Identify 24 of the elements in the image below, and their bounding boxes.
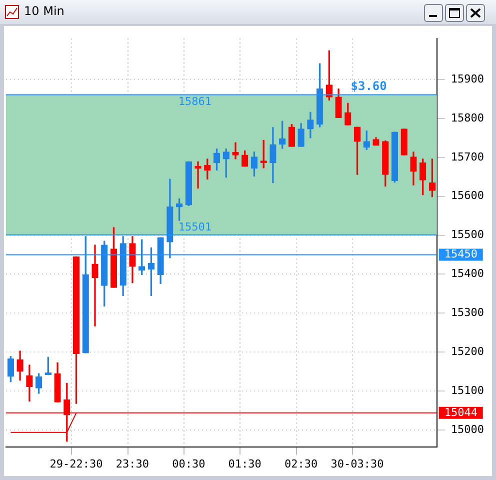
y-tick-label: 15700 <box>450 150 484 164</box>
x-tick-label: 23:30 <box>116 457 150 470</box>
ref-line-label: 15044 <box>444 406 478 419</box>
y-tick-label: 15000 <box>450 422 484 436</box>
annotation: 15861 <box>178 95 212 108</box>
x-tick-label: 02:30 <box>284 457 318 470</box>
band-label: $3.60 <box>350 78 387 93</box>
y-tick-label: 15900 <box>450 72 484 86</box>
x-tick-label: 29-22:30 <box>50 457 103 470</box>
x-tick-label: 00:30 <box>172 457 206 470</box>
ref-line-label: 15450 <box>444 248 478 261</box>
y-tick-label: 15600 <box>450 189 484 202</box>
x-tick-label: 01:30 <box>228 457 262 470</box>
y-tick-label: 15500 <box>450 228 484 242</box>
y-tick-label: 15200 <box>450 345 484 358</box>
candlestick <box>92 244 98 326</box>
candlestick <box>232 142 239 160</box>
y-tick-label: 15100 <box>450 384 484 397</box>
annotation: 15501 <box>178 220 212 234</box>
y-tick-label: 15400 <box>450 267 484 280</box>
y-tick-label: 15300 <box>450 306 484 320</box>
y-tick-label: 15800 <box>450 111 484 124</box>
chart-title: 10 Min <box>24 4 64 18</box>
x-tick-label: 30-03:30 <box>330 457 384 470</box>
